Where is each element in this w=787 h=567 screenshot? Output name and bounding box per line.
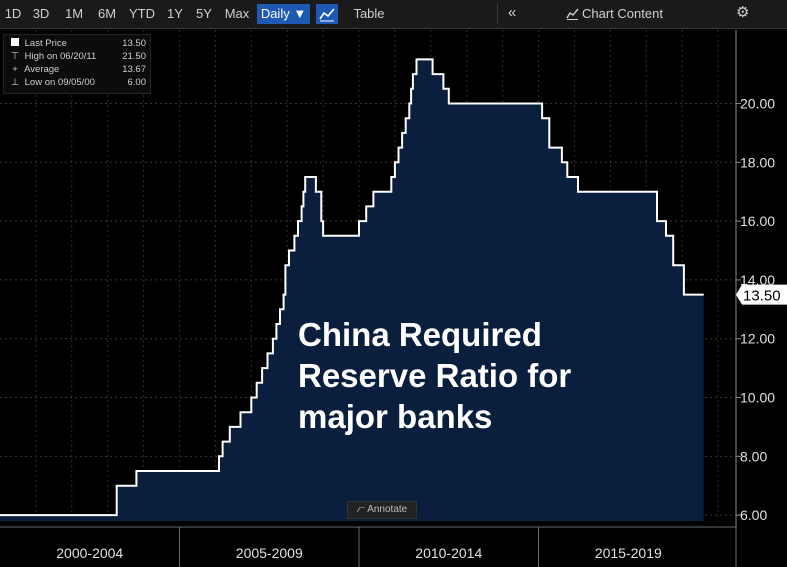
y-tick-label: 20.00 [740, 96, 775, 112]
range-3d-button[interactable]: 3D [32, 6, 50, 21]
y-axis-ticks: 6.00 8.00 10.00 12.00 14.00 16.00 18.00 20.00 [736, 96, 775, 523]
series-line [0, 58, 704, 517]
last-value-label: 13.50 [743, 288, 781, 305]
legend-last-price-label: Last Price [24, 38, 67, 49]
last-value-box [736, 284, 787, 305]
range-1y-button[interactable]: 1Y [167, 6, 183, 21]
legend-low: ⊥ Low on 09/05/00 6.00 [8, 77, 146, 89]
collapse-icon[interactable]: « [508, 4, 517, 21]
legend-high: ⊤ High on 06/20/11 21.50 [8, 51, 146, 63]
axes [0, 30, 737, 528]
pencil-icon: ⦧ [356, 504, 368, 515]
x-period-label: 2000-2004 [56, 545, 123, 561]
frequency-dropdown[interactable]: Daily ▼ [257, 4, 310, 24]
annotate-label: Annotate [367, 504, 408, 515]
x-period-label: 2015-2019 [595, 545, 662, 561]
series-area-fill [0, 59, 704, 522]
x-period-label: 2005-2009 [236, 545, 303, 561]
annotate-button[interactable]: ⦧ Annotate [347, 501, 417, 519]
range-ytd-button[interactable]: YTD [129, 6, 155, 21]
x-period-label: 2010-2014 [415, 545, 482, 561]
low-marker-icon: ⊥ [10, 77, 20, 88]
legend-low-value: 6.00 [127, 77, 147, 88]
chart-legend: Last Price 13.50 ⊤ High on 06/20/11 21.5… [3, 34, 151, 94]
legend-average-label: Average [24, 64, 60, 75]
range-1d-button[interactable]: 1D [4, 6, 22, 21]
table-button[interactable]: Table [353, 6, 385, 21]
y-tick-label: 10.00 [740, 390, 775, 406]
legend-high-value: 21.50 [122, 51, 146, 62]
chart-content-icon [566, 8, 579, 20]
y-tick-label: 16.00 [740, 213, 775, 229]
legend-high-label: High on 06/20/11 [24, 51, 97, 62]
y-tick-label: 6.00 [740, 507, 767, 523]
chart-type-button[interactable] [316, 4, 338, 24]
chart-title: China Required Reserve Ratio for major b… [298, 316, 572, 435]
chart-toolbar: 1D 3D 1M 6M YTD 1Y 5Y Max Daily ▼ Table … [0, 0, 787, 29]
range-5y-button[interactable]: 5Y [196, 6, 212, 21]
range-max-button[interactable]: Max [224, 6, 250, 21]
legend-last-price-value: 13.50 [122, 38, 146, 49]
y-tick-label: 18.00 [740, 154, 775, 170]
legend-low-label: Low on 09/05/00 [24, 77, 95, 88]
chart-content-button[interactable]: Chart Content [566, 4, 663, 24]
x-axis-periods: 2000-2004 2005-2009 2010-2014 2015-2019 [56, 527, 737, 567]
last-value-marker: 13.50 [736, 284, 787, 305]
legend-last-price: Last Price 13.50 [8, 38, 146, 50]
legend-average: + Average 13.67 [8, 64, 146, 76]
chart-content-label: Chart Content [582, 6, 663, 21]
y-tick-label: 14.00 [740, 272, 775, 288]
average-marker-icon: + [12, 64, 18, 75]
legend-average-value: 13.67 [122, 64, 146, 75]
line-chart-icon [319, 8, 335, 22]
gear-icon[interactable]: ⚙ [736, 4, 750, 21]
range-6m-button[interactable]: 6M [97, 6, 117, 21]
high-marker-icon: ⊤ [10, 51, 20, 62]
y-tick-label: 8.00 [740, 448, 767, 464]
last-price-swatch [11, 38, 19, 46]
range-1m-button[interactable]: 1M [64, 6, 84, 21]
y-tick-label: 12.00 [740, 331, 775, 347]
